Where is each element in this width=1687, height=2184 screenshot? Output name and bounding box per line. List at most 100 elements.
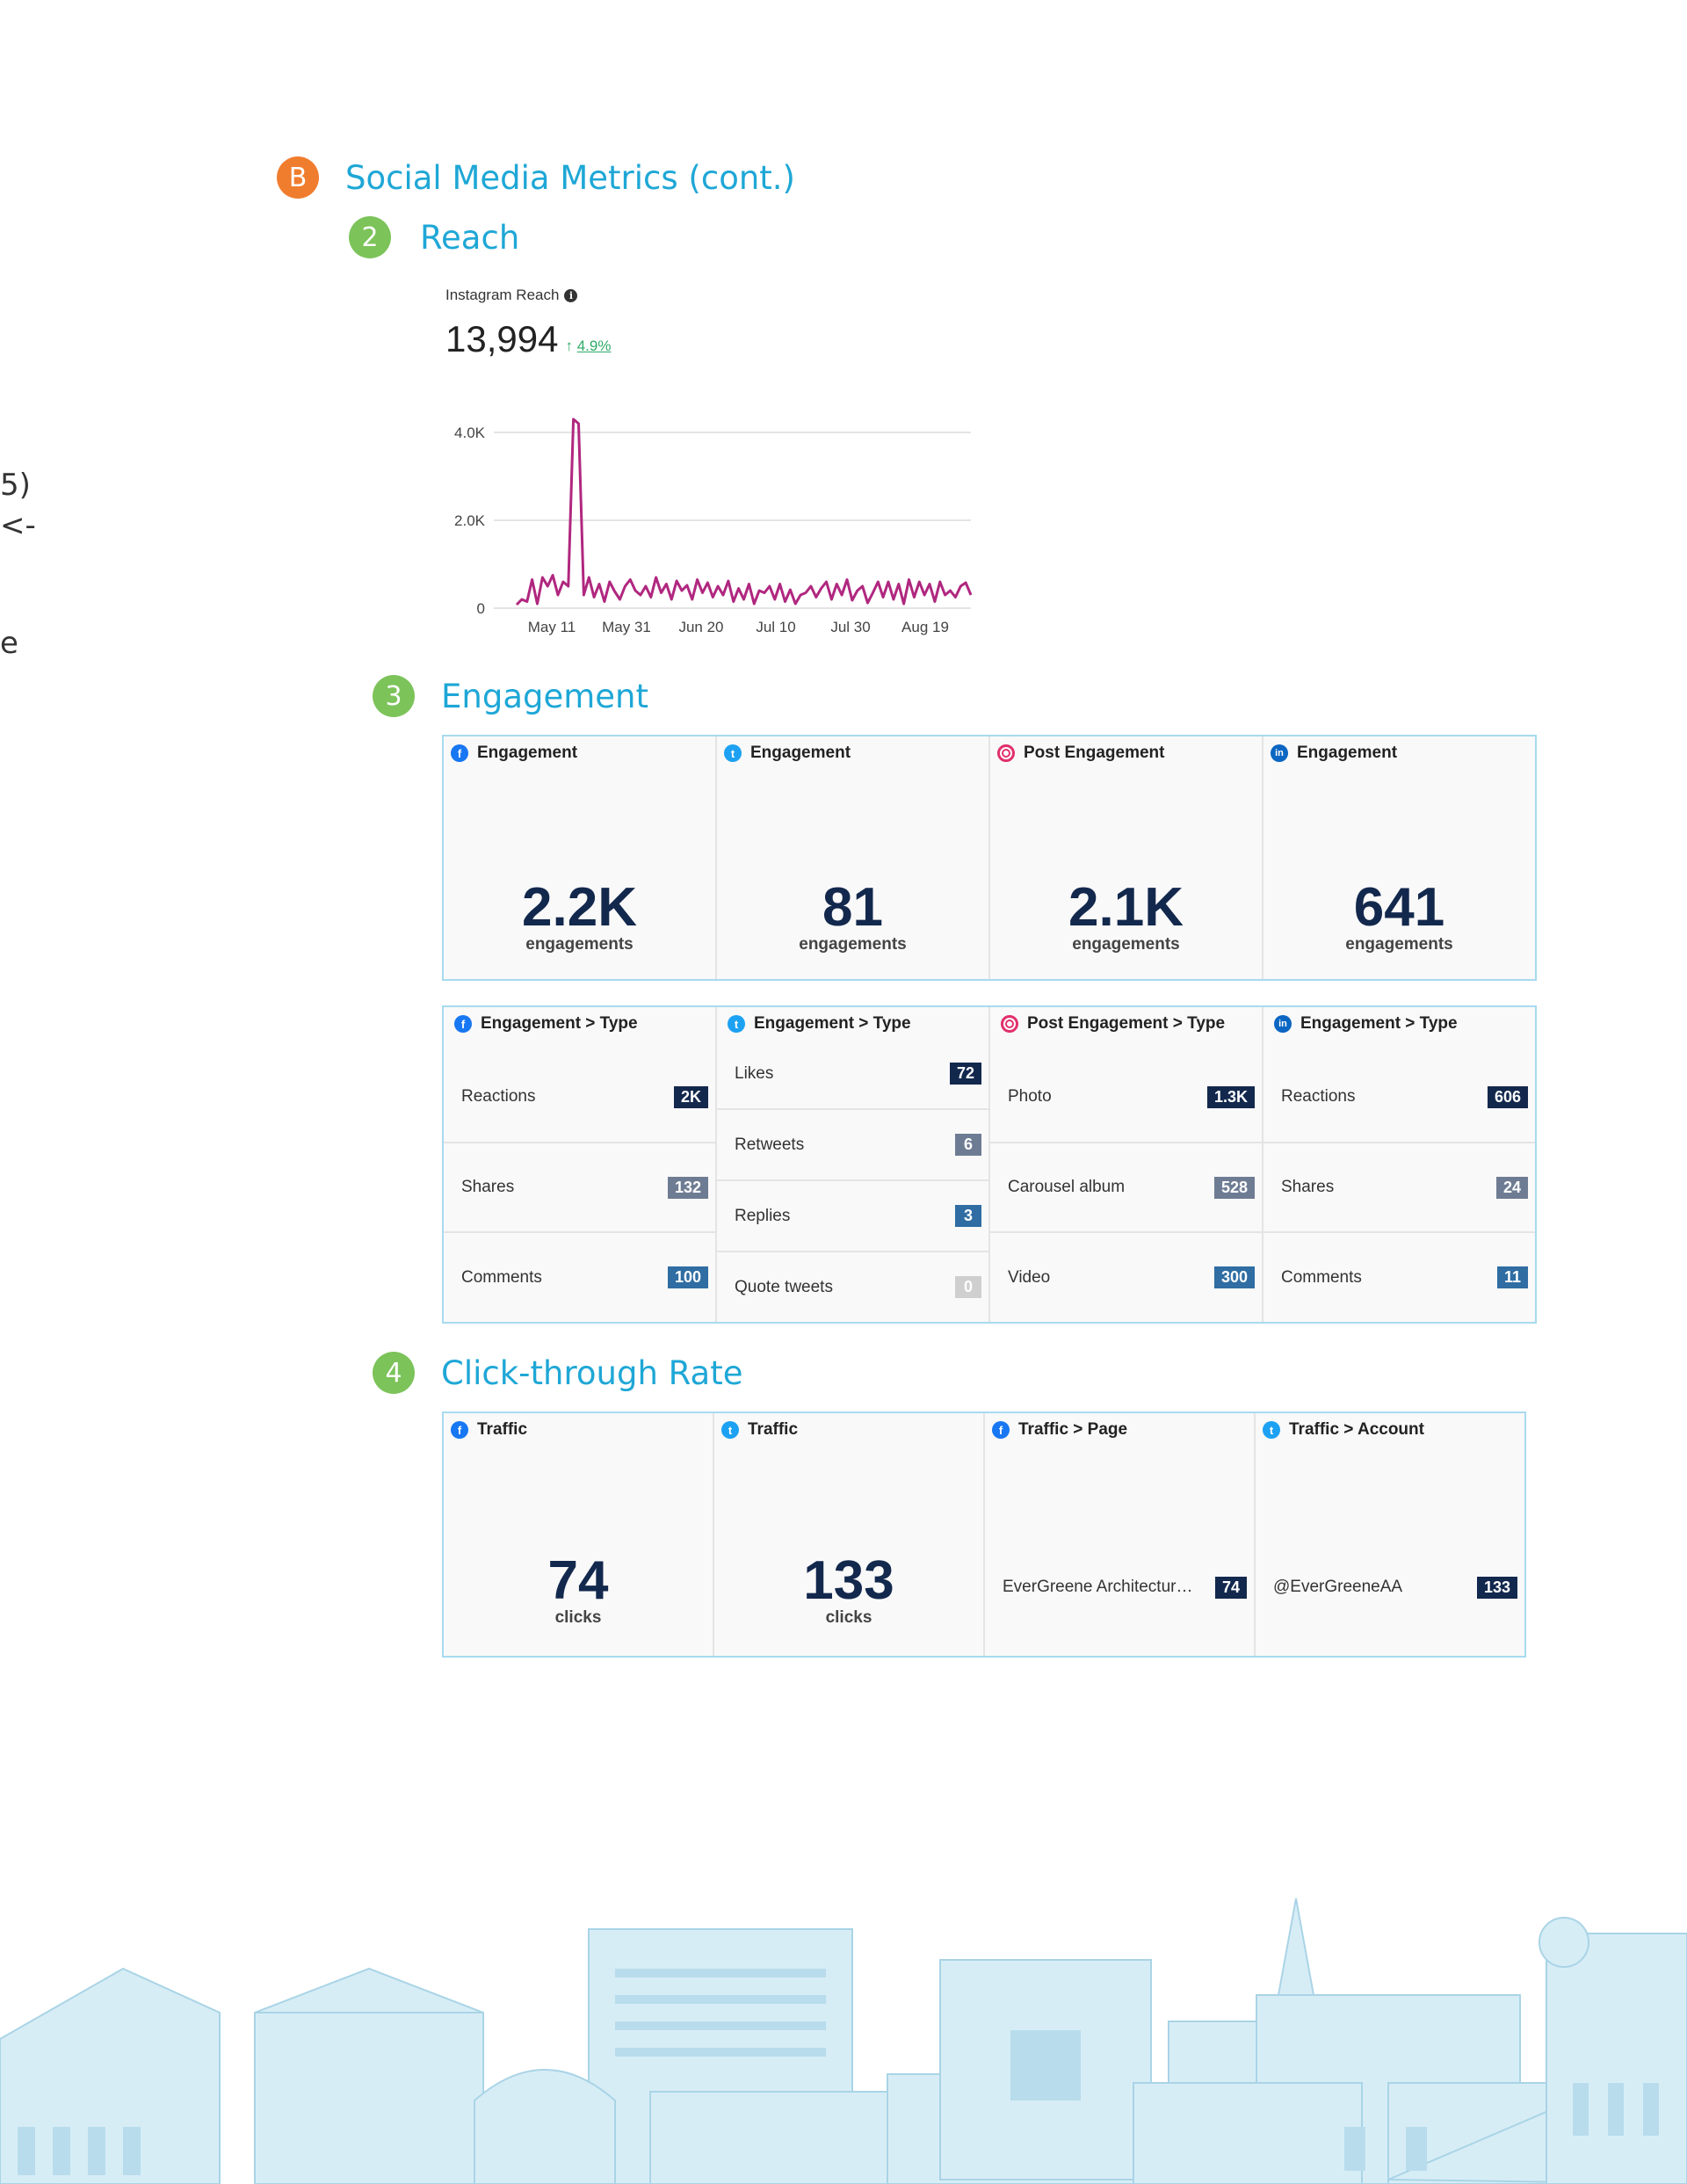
row-value: 11 [1496,1266,1528,1289]
card-header: t Traffic [721,1420,798,1440]
row-label: Replies [735,1206,791,1225]
reach-chart: 0 2.0K 4.0K May 11 May 31 Jun 20 Jul 10 Jul 30 A… [454,417,973,635]
section-b-badge: B [277,156,319,199]
metric-unit: clicks [554,1608,602,1627]
engagement-heading: 3 Engagement [373,675,648,717]
traffic-card[interactable]: f Traffic 74 clicks [444,1413,714,1656]
metric-value: 81 [822,877,883,938]
arrow-up-icon: ↑ [565,337,573,354]
breakdown-row[interactable]: Video 300 [990,1231,1262,1322]
breakdown-row[interactable]: Comments 11 [1263,1231,1535,1322]
reach-value: 13,994 [445,318,559,359]
breakdown-card: f Engagement > Type Reactions 2K Shares … [444,1007,717,1322]
linkedin-icon: in [1274,1015,1292,1033]
reach-title: Reach [420,218,520,257]
reach-series-line [515,417,973,606]
traffic-row[interactable]: @EverGreeneAA 133 [1256,1570,1524,1605]
x-tick-label: May 31 [602,619,651,635]
traffic-list-card: t Traffic > Account @EverGreeneAA 133 [1256,1413,1524,1656]
metric-unit: engagements [799,935,907,954]
metric-value: 641 [1353,877,1445,938]
reach-summary: 13,994 ↑ 4.9% [445,318,611,360]
breakdown-row[interactable]: Photo 1.3K [990,1053,1262,1142]
row-label: Carousel album [1008,1178,1126,1196]
card-title: Traffic [748,1420,799,1439]
row-label: Comments [461,1267,542,1287]
breakdown-row[interactable]: Likes 72 [717,1039,988,1108]
row-value: 6 [955,1134,981,1156]
metric-unit: clicks [825,1608,872,1627]
row-value: 606 [1487,1085,1528,1108]
row-value: 132 [667,1176,708,1199]
card-title: Post Engagement > Type [1027,1014,1226,1033]
engagement-card[interactable]: in Engagement 641 engagements [1263,736,1535,979]
traffic-card[interactable]: t Traffic 133 clicks [714,1413,985,1656]
twitter-icon: t [728,1015,745,1033]
card-title: Engagement > Type [754,1014,911,1033]
engagement-card[interactable]: f Engagement 2.2K engagements [444,736,717,979]
twitter-icon: t [721,1421,739,1439]
card-header: t Engagement [724,744,851,763]
card-title: Traffic > Page [1018,1420,1128,1439]
breakdown-row[interactable]: Reactions 606 [1263,1053,1535,1142]
card-title: Traffic > Account [1289,1420,1424,1439]
card-header: f Engagement > Type [454,1014,638,1034]
ctr-panel: f Traffic 74 clicks t Traffic 133 clicks… [442,1411,1526,1658]
card-title: Engagement > Type [1300,1014,1458,1033]
engagement-card[interactable]: Post Engagement 2.1K engagements [990,736,1263,979]
row-value: 528 [1213,1176,1255,1199]
card-header: f Traffic [451,1420,527,1440]
breakdown-row[interactable]: Reactions 2K [444,1053,715,1142]
card-header: Post Engagement > Type [1001,1014,1225,1034]
metric-value: 2.1K [1068,877,1184,938]
reach-label-text: Instagram Reach [445,287,560,303]
card-title: Engagement [477,744,578,762]
row-value: 133 [1476,1576,1517,1599]
engagement-card[interactable]: t Engagement 81 engagements [717,736,990,979]
breakdown-row[interactable]: Carousel album 528 [990,1141,1262,1232]
breakdown-row[interactable]: Shares 24 [1263,1141,1535,1232]
facebook-icon: f [451,1421,468,1439]
row-value: 300 [1213,1266,1255,1289]
ctr-heading: 4 Click-through Rate [373,1352,743,1394]
metric-value: 2.2K [522,877,637,938]
card-title: Engagement > Type [481,1014,638,1033]
breakdown-row[interactable]: Shares 132 [444,1141,715,1232]
card-title: Traffic [477,1420,528,1439]
row-value: 72 [949,1063,981,1085]
traffic-row[interactable]: EverGreene Architectur… 74 [985,1570,1254,1605]
breakdown-row[interactable]: Replies 3 [717,1179,988,1251]
metric-unit: engagements [1072,935,1180,954]
facebook-icon: f [454,1015,472,1033]
row-value: 1.3K [1206,1085,1255,1108]
row-label: @EverGreeneAA [1273,1578,1403,1596]
row-label: EverGreene Architectur… [1003,1578,1193,1596]
info-icon[interactable]: i [564,289,578,302]
breakdown-row[interactable]: Retweets 6 [717,1108,988,1179]
facebook-icon: f [451,744,468,762]
row-label: Quote tweets [735,1277,833,1296]
metric-unit: engagements [1345,935,1453,954]
row-label: Comments [1281,1267,1362,1287]
card-title: Engagement [750,744,851,762]
card-header: t Traffic > Account [1263,1420,1424,1440]
row-value: 24 [1495,1176,1528,1199]
breakdown-row[interactable]: Quote tweets 0 [717,1251,988,1322]
engagement-badge: 3 [373,675,415,717]
section-title: Social Media Metrics (cont.) [345,158,795,197]
y-tick-label: 2.0K [454,512,486,529]
twitter-icon: t [1263,1421,1280,1439]
engagement-totals: f Engagement 2.2K engagements t Engageme… [442,735,1537,981]
breakdown-row[interactable]: Comments 100 [444,1231,715,1322]
reach-heading: 2 Reach [349,216,519,258]
card-title: Engagement [1297,744,1398,762]
instagram-icon [997,744,1015,762]
row-label: Reactions [1281,1087,1356,1107]
row-value: 100 [667,1266,708,1289]
row-value: 0 [955,1276,981,1298]
metric-value: 133 [803,1550,894,1611]
reach-change-pct: 4.9% [576,337,612,354]
breakdown-card: Post Engagement > Type Photo 1.3K Carous… [990,1007,1263,1322]
ctr-badge: 4 [373,1352,415,1394]
card-header: Post Engagement [997,744,1164,763]
